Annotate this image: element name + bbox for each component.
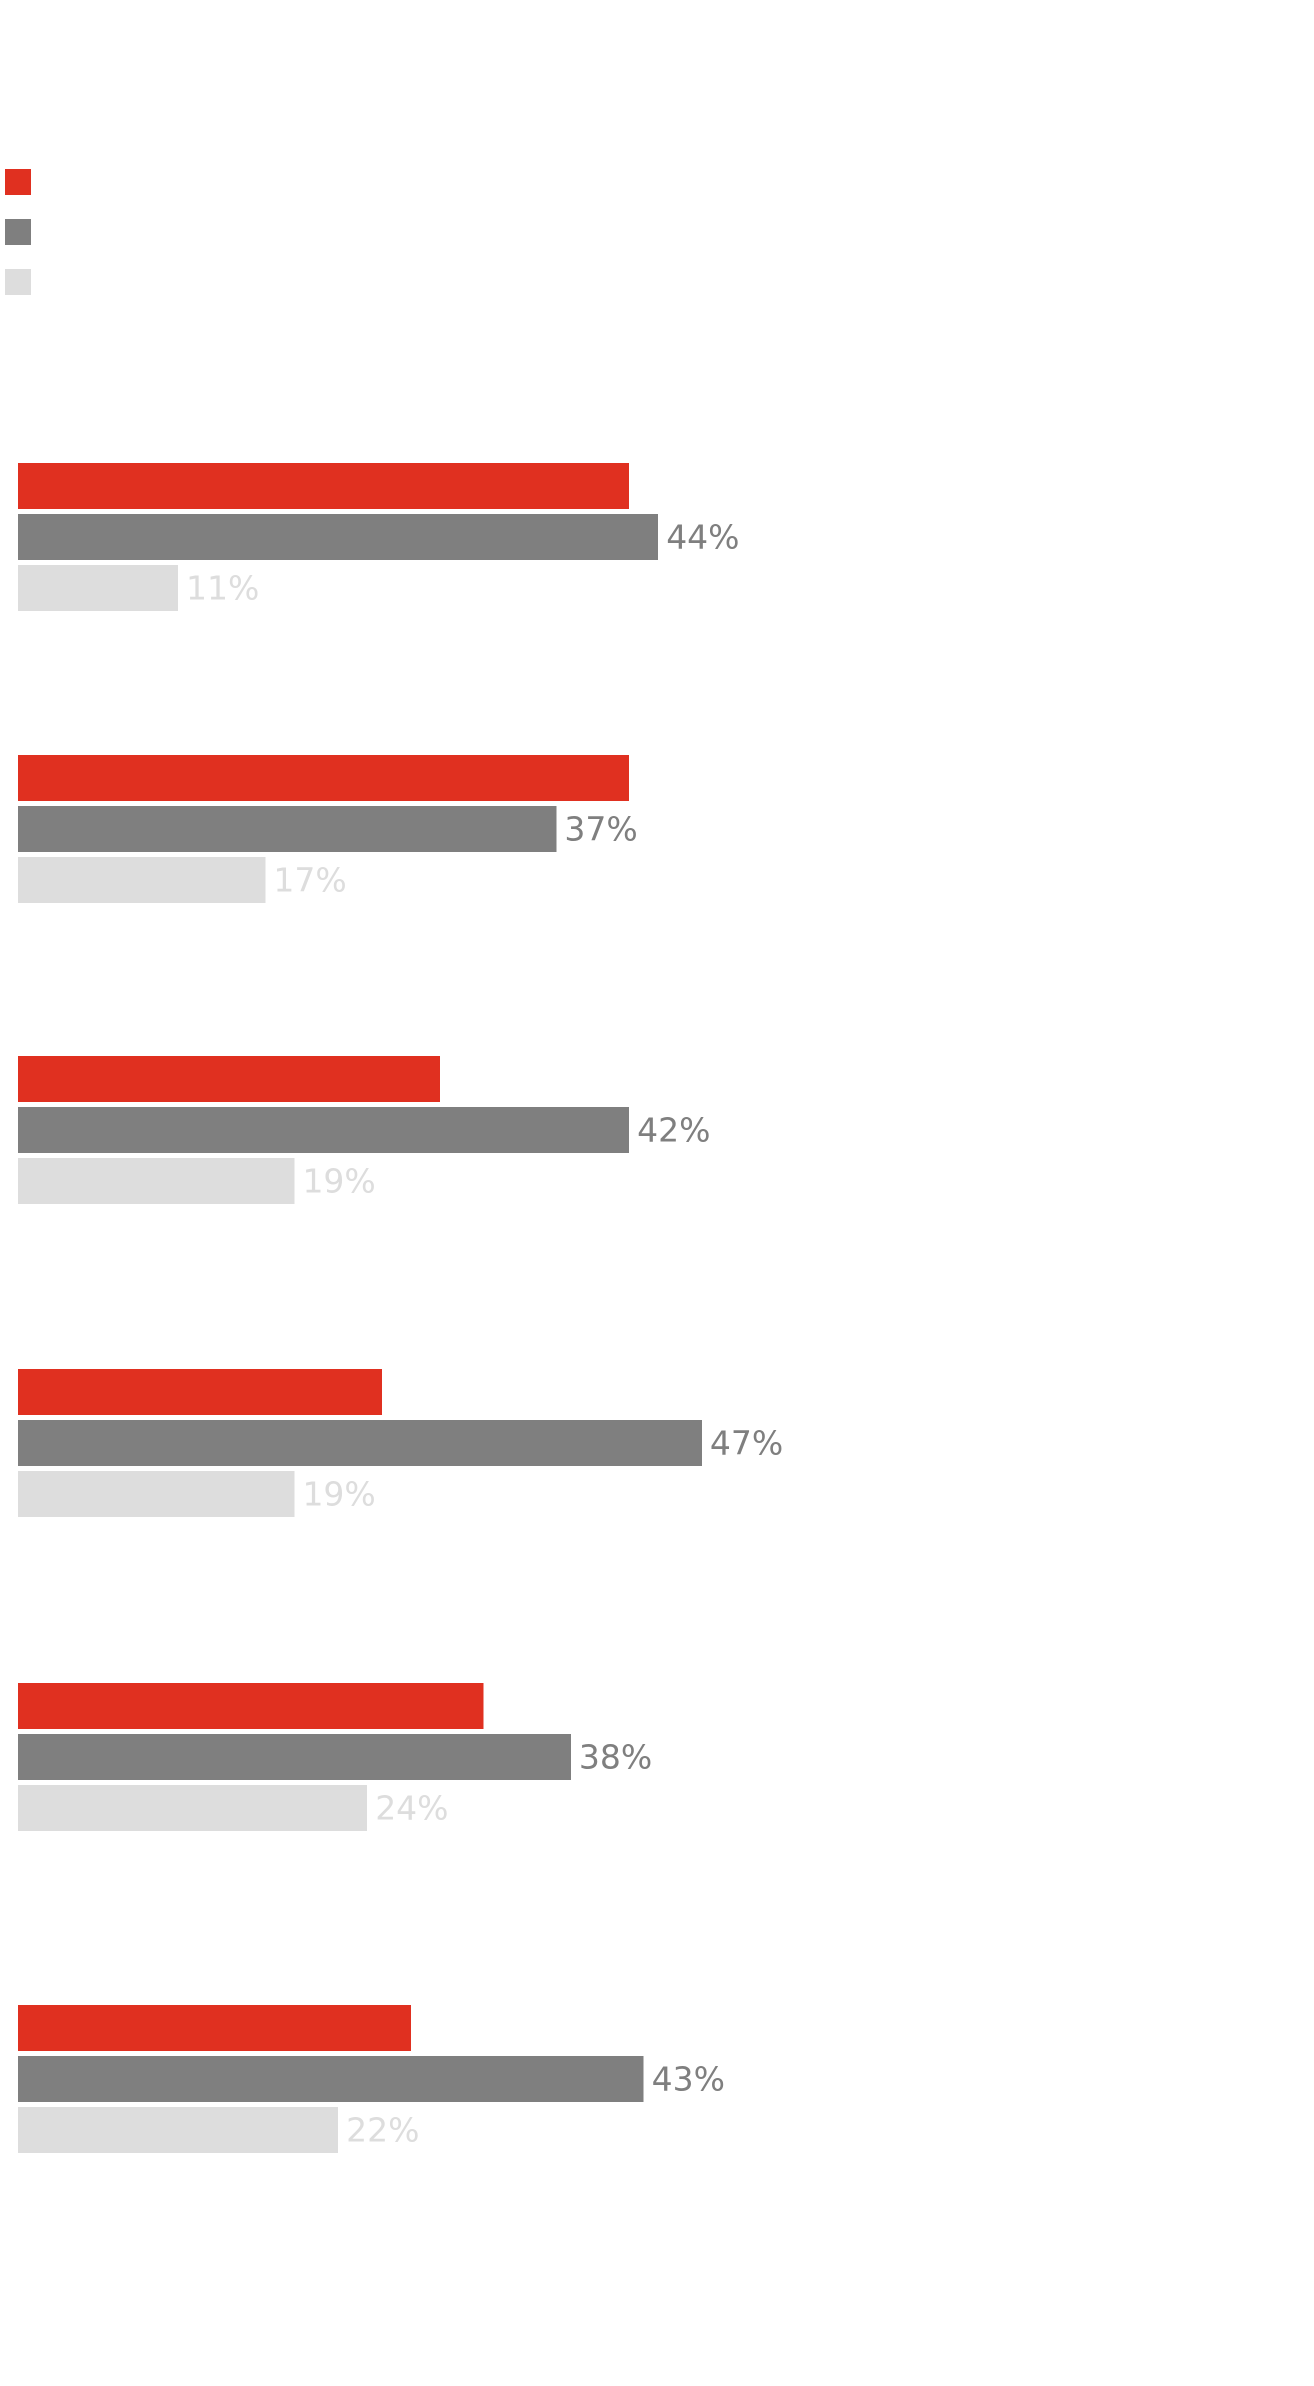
data-label-group-6-series-2: 43% [652,2060,725,2099]
bar-group-5: 38% 24% [18,1683,652,1831]
data-label-group-4-series-3: 19% [302,1475,375,1514]
bar-group-1-series-1 [18,463,630,509]
data-label-group-1-series-2: 44% [666,518,739,557]
bar-group-6-series-3 [18,2107,339,2153]
legend-swatch-series-1 [5,169,31,195]
data-label-group-3-series-3: 19% [302,1162,375,1201]
data-label-group-3-series-2: 42% [637,1111,710,1150]
data-label-group-4-series-2: 47% [710,1424,783,1463]
data-label-group-5-series-2: 38% [579,1738,652,1777]
data-label-group-5-series-3: 24% [375,1789,448,1828]
data-label-group-2-series-2: 37% [564,810,637,849]
bar-group-5-series-3 [18,1785,368,1831]
bar-group-3-series-3 [18,1158,295,1204]
bar-group-1: 44% 11% [18,463,740,611]
data-label-group-2-series-3: 17% [273,861,346,900]
bar-group-2: 37% 17% [18,755,638,903]
bar-group-1-series-2 [18,514,659,560]
bar-group-6-series-2 [18,2056,644,2102]
bar-group-4: 47% 19% [18,1369,783,1517]
bar-group-2-series-2 [18,806,557,852]
legend-swatch-series-3 [5,269,31,295]
bar-group-5-series-1 [18,1683,484,1729]
plot-area: 44% 11% 37% 17% 42% 19% 47% 19% 38% 24% 43% 22% [18,463,783,2153]
bar-group-2-series-1 [18,755,630,801]
bar-group-3-series-2 [18,1107,630,1153]
data-label-group-1-series-3: 11% [186,569,259,608]
bar-group-3: 42% 19% [18,1056,710,1204]
bar-group-4-series-1 [18,1369,382,1415]
bar-group-1-series-3 [18,565,179,611]
bar-group-5-series-2 [18,1734,571,1780]
bar-group-3-series-1 [18,1056,440,1102]
bar-group-4-series-2 [18,1420,702,1466]
legend-swatch-series-2 [5,219,31,245]
bar-group-4-series-3 [18,1471,295,1517]
bar-group-6-series-1 [18,2005,411,2051]
data-label-group-6-series-3: 22% [346,2111,419,2150]
legend [5,169,31,295]
bar-group-2-series-3 [18,857,266,903]
bar-group-6: 43% 22% [18,2005,725,2153]
